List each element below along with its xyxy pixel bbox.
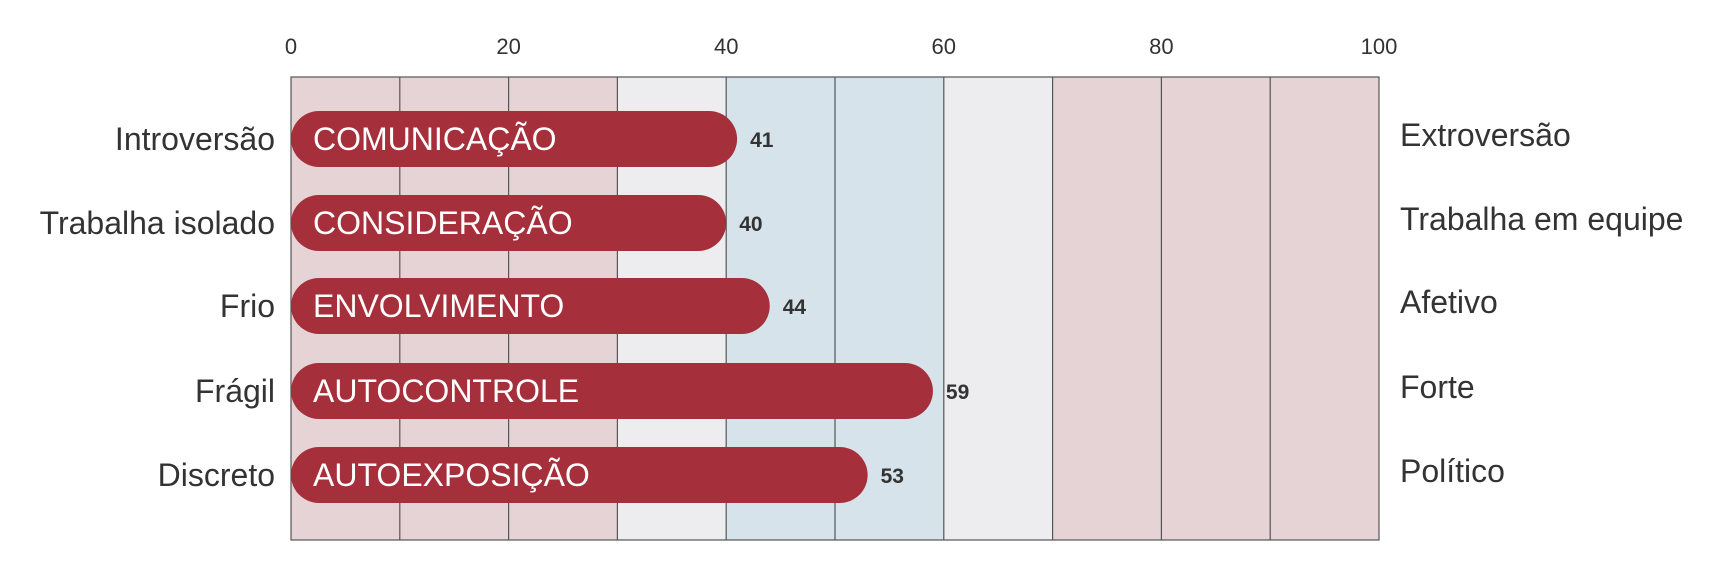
band-3 (943, 77, 1053, 540)
plot-frame (290, 76, 1380, 541)
bar-row: Frágil AUTOCONTROLE 59 Forte (195, 363, 1475, 419)
bar (291, 111, 738, 167)
right-pole-label: Político (1400, 453, 1505, 489)
left-pole-label: Frio (220, 288, 275, 324)
bar-value-label: 44 (783, 296, 807, 319)
bar-row: Discreto AUTOEXPOSIÇÃO 53 Político (158, 447, 1505, 503)
bar-category-label: AUTOEXPOSIÇÃO (313, 457, 590, 493)
bar (291, 195, 727, 251)
bar-row: Frio ENVOLVIMENTO 44 Afetivo (220, 278, 1498, 334)
x-tick-label: 40 (714, 34, 738, 59)
right-pole-label: Afetivo (1400, 284, 1498, 320)
bar (291, 447, 868, 503)
bar-category-label: CONSIDERAÇÃO (313, 205, 573, 241)
bar-row: Trabalha isolado CONSIDERAÇÃO 40 Trabalha e… (40, 195, 1683, 251)
bar-category-label: COMUNICAÇÃO (313, 121, 557, 157)
bar (291, 278, 770, 334)
bar-value-label: 59 (946, 381, 969, 404)
left-pole-label: Discreto (158, 457, 275, 493)
left-pole-label: Trabalha isolado (40, 205, 275, 241)
bar-rows: Introversão COMUNICAÇÃO 41 Extroversão Traba… (40, 111, 1683, 503)
x-tick-label: 20 (496, 34, 520, 59)
bar-category-label: ENVOLVIMENTO (313, 288, 564, 324)
x-tick-label: 60 (932, 34, 956, 59)
left-pole-label: Introversão (115, 121, 275, 157)
bar-value-label: 53 (881, 465, 904, 488)
right-pole-label: Trabalha em equipe (1400, 201, 1683, 237)
bar (291, 363, 933, 419)
x-tick-label: 100 (1361, 34, 1398, 59)
bar-row: Introversão COMUNICAÇÃO 41 Extroversão (115, 111, 1571, 167)
x-tick-label: 80 (1149, 34, 1173, 59)
band-4 (1052, 77, 1379, 540)
x-tick-label: 0 (285, 34, 297, 59)
right-pole-label: Forte (1400, 369, 1475, 405)
right-pole-label: Extroversão (1400, 117, 1571, 153)
bar-value-label: 41 (750, 129, 774, 152)
bar-category-label: AUTOCONTROLE (313, 373, 579, 409)
bar-value-label: 40 (739, 213, 762, 236)
left-pole-label: Frágil (195, 373, 275, 409)
x-axis-ticks: 0 20 40 60 80 100 (285, 34, 1397, 59)
